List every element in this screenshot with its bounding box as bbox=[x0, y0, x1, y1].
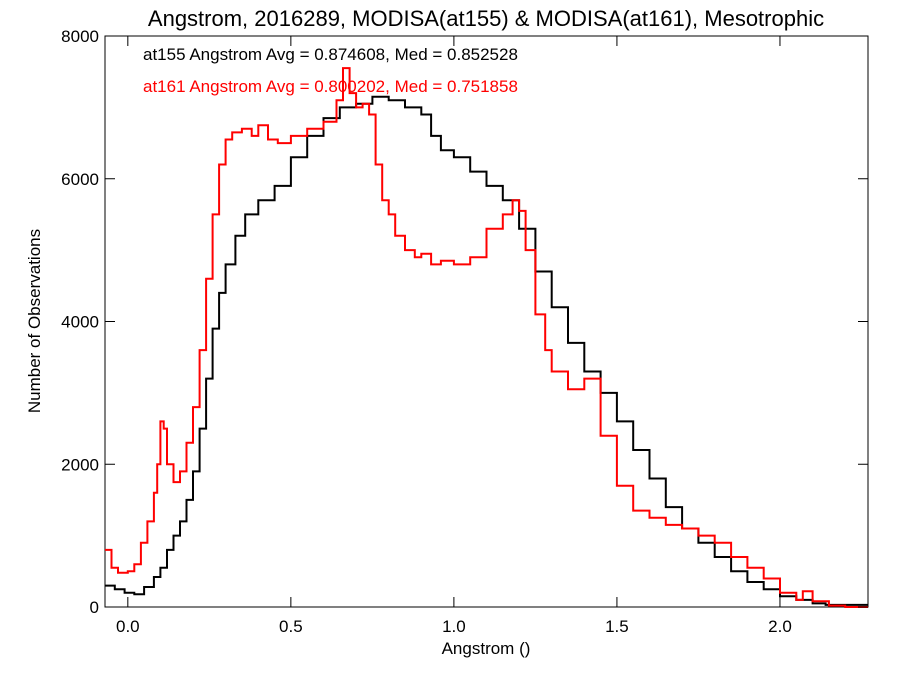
y-tick-label: 0 bbox=[90, 598, 99, 617]
chart-title: Angstrom, 2016289, MODISA(at155) & MODIS… bbox=[148, 6, 824, 31]
x-tick-label: 1.0 bbox=[442, 617, 466, 636]
x-tick-label: 1.5 bbox=[605, 617, 629, 636]
y-tick-label: 4000 bbox=[61, 313, 99, 332]
x-tick-label: 0.5 bbox=[279, 617, 303, 636]
series-line-1 bbox=[105, 67, 868, 608]
series-layer bbox=[105, 67, 868, 608]
plot-area: 0.0 0.5 1.0 1.5 2.0 0 2000 4000 6000 8000 bbox=[61, 27, 869, 636]
ticks-layer: 0.0 0.5 1.0 1.5 2.0 0 2000 4000 6000 8000 bbox=[61, 27, 868, 636]
legend-at155: at155 Angstrom Avg = 0.874608, Med = 0.8… bbox=[143, 45, 518, 64]
y-axis-label: Number of Observations bbox=[25, 229, 44, 413]
y-tick-label: 8000 bbox=[61, 27, 99, 46]
x-tick-label: 2.0 bbox=[768, 617, 792, 636]
x-axis-label: Angstrom () bbox=[442, 639, 531, 658]
x-tick-label: 0.0 bbox=[116, 617, 140, 636]
y-tick-label: 2000 bbox=[61, 455, 99, 474]
y-tick-label: 6000 bbox=[61, 170, 99, 189]
legend-at161: at161 Angstrom Avg = 0.800202, Med = 0.7… bbox=[143, 77, 518, 96]
